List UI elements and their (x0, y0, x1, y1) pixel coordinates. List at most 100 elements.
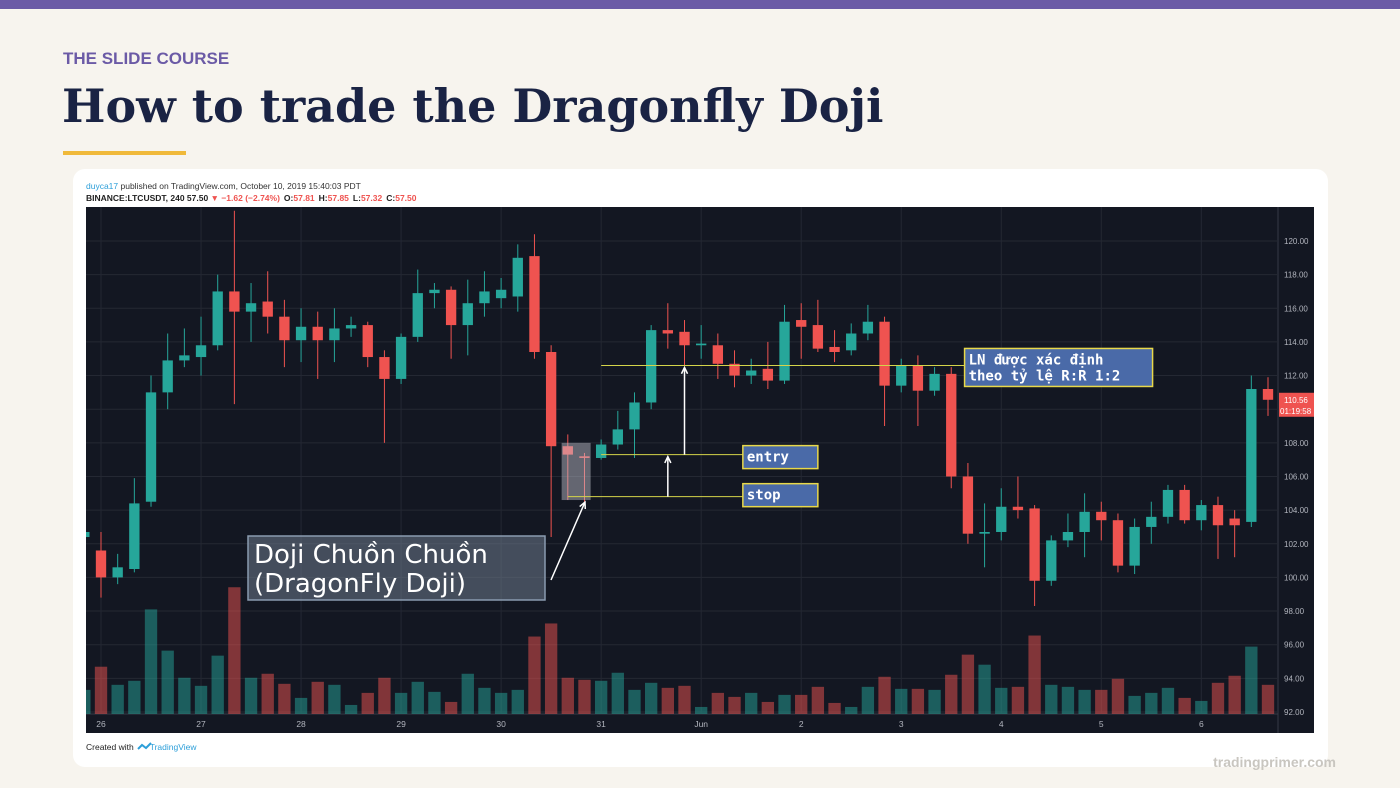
ohlc-value: 57.81 (293, 193, 315, 203)
volume-bar (644, 682, 658, 714)
chart-background (86, 207, 1314, 733)
ohlc-value: 57.50 (395, 193, 417, 203)
volume-bar (761, 701, 775, 714)
volume-bar (1061, 686, 1075, 714)
x-tick-label: 31 (596, 719, 606, 729)
volume-bar (194, 685, 208, 714)
candle-body (946, 373, 957, 477)
top-bar (0, 0, 1400, 9)
volume-bar (728, 696, 741, 714)
candle-body (345, 325, 357, 329)
candle-body (495, 289, 507, 299)
doji-callout-box (247, 535, 546, 601)
x-tick-label: 30 (496, 719, 506, 729)
ohlc-key: C: (386, 193, 395, 203)
candle-body (112, 567, 123, 578)
volume-bar (378, 677, 391, 714)
volume-bar (144, 609, 158, 714)
entry-label: entry (747, 450, 790, 466)
volume-bar (211, 655, 224, 714)
candle-body (295, 326, 307, 341)
candle-body (796, 320, 807, 327)
brand: TradingView (150, 742, 198, 752)
volume-bar (1161, 687, 1175, 714)
volume-bar (328, 684, 341, 714)
legend-line: BINANCE:LTCUSDT, 240 57.50 ▼ −1.62 (−2.7… (86, 193, 417, 203)
y-tick-label: 94.00 (1284, 674, 1305, 683)
candle-body (1029, 508, 1040, 581)
volume-bar (444, 701, 458, 714)
target-label: LN được xác định (969, 352, 1104, 368)
volume-bar (1095, 689, 1108, 714)
candle-body (729, 363, 740, 376)
volume-bar (895, 688, 908, 714)
volume-bar (1228, 675, 1241, 714)
candle-body (962, 476, 974, 534)
volume-bar (461, 673, 474, 714)
candle-body (479, 291, 490, 304)
candle-body (979, 531, 990, 534)
candle-body (162, 360, 173, 393)
y-tick-label: 106.00 (1284, 472, 1309, 481)
volume-bar (311, 681, 324, 714)
volume-bar (244, 677, 258, 714)
author: duyca17 (86, 181, 118, 191)
candle-body (262, 301, 273, 317)
stop-label: stop (747, 488, 781, 504)
volume-bar (978, 664, 991, 714)
published: published on TradingView.com, October 10… (118, 181, 361, 191)
volume-bar (528, 636, 541, 714)
arrow-head (680, 365, 689, 375)
volume-bar (594, 680, 608, 714)
candle-body (829, 346, 840, 353)
candle-body (645, 330, 657, 403)
candle-body (512, 257, 523, 297)
volume-bar (128, 680, 141, 714)
doji-zone (561, 442, 591, 501)
candle-body (629, 402, 640, 430)
volume-bar (578, 679, 591, 714)
doji-callout-label: (DragonFly Doji) (254, 569, 466, 599)
volume-bar (344, 704, 358, 714)
x-tick-label: 3 (899, 719, 904, 729)
candle-body (712, 345, 724, 364)
candle-body (429, 289, 440, 294)
volume-bar (561, 677, 574, 714)
volume-bar (928, 689, 941, 714)
y-tick-label: 114.00 (1284, 338, 1308, 347)
volume-bar (228, 587, 241, 714)
volume-bar (861, 686, 875, 714)
candle-body (862, 321, 874, 334)
candle-body (362, 325, 373, 358)
y-tick-label: 98.00 (1284, 607, 1305, 616)
y-tick-label: 92.00 (1284, 708, 1305, 717)
volume-bar (778, 694, 791, 714)
volume-bar (811, 686, 825, 714)
candle-body (846, 333, 857, 351)
candle-body (1262, 389, 1274, 400)
candle-body (212, 291, 223, 346)
x-tick-label: Jun (694, 719, 708, 729)
volume-bar (1261, 684, 1275, 714)
ohlc-key: L: (353, 193, 361, 203)
candle-body (1146, 516, 1157, 527)
kicker: THE SLIDE COURSE (63, 49, 229, 68)
brand-icon (137, 742, 152, 750)
volume-bar (511, 689, 524, 714)
volume-bar (995, 687, 1008, 714)
symbol: BINANCE:LTCUSDT, 240 57.50 (86, 193, 211, 203)
created: Created with (86, 742, 134, 752)
volume-bar (1211, 682, 1225, 714)
candle-body (445, 289, 457, 326)
candle-body (896, 365, 907, 386)
candle-body (1246, 389, 1257, 522)
volume-bar (661, 687, 674, 714)
candle-body (379, 357, 390, 379)
volume-bar (428, 691, 441, 714)
candles (86, 210, 1274, 607)
candle-body (129, 503, 140, 569)
volume-bar (278, 683, 291, 714)
